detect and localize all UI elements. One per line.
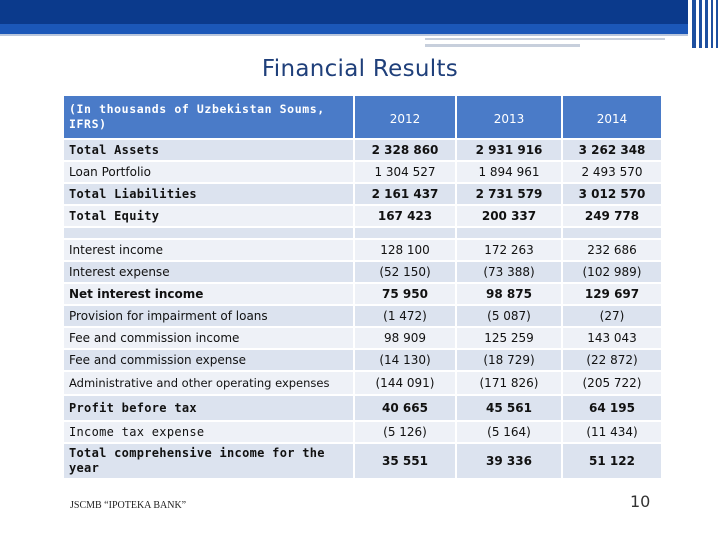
row-label: Interest income <box>64 239 355 262</box>
header-stripe <box>711 0 713 48</box>
year-header: 2014 <box>562 96 663 140</box>
row-value: 172 263 <box>456 239 563 262</box>
row-label: Provision for impairment of loans <box>64 305 355 328</box>
row-label: Total Equity <box>64 205 355 228</box>
row-value: 75 950 <box>354 283 457 306</box>
row-label: Loan Portfolio <box>64 161 355 184</box>
table-row: Income tax expense (5 126) (5 164) (11 4… <box>64 421 663 444</box>
row-value: 39 336 <box>456 443 563 480</box>
row-value: (22 872) <box>562 349 663 372</box>
row-value: (5 126) <box>354 421 457 444</box>
row-value: 232 686 <box>562 239 663 262</box>
row-label: Interest expense <box>64 261 355 284</box>
table-row: Net interest income 75 950 98 875 129 69… <box>64 283 663 306</box>
row-value: (14 130) <box>354 349 457 372</box>
row-label: Fee and commission income <box>64 327 355 350</box>
financial-results-table: (In thousands of Uzbekistan Soums, IFRS)… <box>64 96 663 480</box>
table-row: Total Assets 2 328 860 2 931 916 3 262 3… <box>64 139 663 162</box>
table-row: Total comprehensive income for the year … <box>64 443 663 480</box>
header-bar-light <box>0 34 688 36</box>
row-value: (52 150) <box>354 261 457 284</box>
table-row: Profit before tax 40 665 45 561 64 195 <box>64 395 663 422</box>
row-value: 35 551 <box>354 443 457 480</box>
row-value: (1 472) <box>354 305 457 328</box>
row-value: 45 561 <box>456 395 563 422</box>
row-value: (144 091) <box>354 371 457 396</box>
row-value: 143 043 <box>562 327 663 350</box>
table-row: Interest income 128 100 172 263 232 686 <box>64 239 663 262</box>
table-row: Total Liabilities 2 161 437 2 731 579 3 … <box>64 183 663 206</box>
year-header: 2012 <box>354 96 457 140</box>
table-row: Provision for impairment of loans (1 472… <box>64 305 663 328</box>
row-value: 51 122 <box>562 443 663 480</box>
table-header-label: (In thousands of Uzbekistan Soums, IFRS) <box>64 96 355 140</box>
table-row: Loan Portfolio 1 304 527 1 894 961 2 493… <box>64 161 663 184</box>
header-bar-dark <box>0 0 688 24</box>
row-value: 3 262 348 <box>562 139 663 162</box>
spacer-cell <box>354 227 457 240</box>
row-value: 249 778 <box>562 205 663 228</box>
row-label: Fee and commission expense <box>64 349 355 372</box>
row-label: Administrative and other operating expen… <box>64 371 355 396</box>
header-underline <box>425 44 580 47</box>
table-header-row: (In thousands of Uzbekistan Soums, IFRS)… <box>64 96 663 140</box>
header-bar-mid <box>0 24 688 34</box>
row-value: (205 722) <box>562 371 663 396</box>
row-value: 98 909 <box>354 327 457 350</box>
row-value: (18 729) <box>456 349 563 372</box>
header-stripe <box>699 0 702 48</box>
row-value: 40 665 <box>354 395 457 422</box>
row-value: 2 328 860 <box>354 139 457 162</box>
table-row: Total Equity 167 423 200 337 249 778 <box>64 205 663 228</box>
row-value: 3 012 570 <box>562 183 663 206</box>
row-value: 98 875 <box>456 283 563 306</box>
row-label: Total Assets <box>64 139 355 162</box>
row-value: 129 697 <box>562 283 663 306</box>
row-value: 128 100 <box>354 239 457 262</box>
row-value: (171 826) <box>456 371 563 396</box>
header-stripe <box>716 0 718 48</box>
row-value: 2 931 916 <box>456 139 563 162</box>
row-value: 1 894 961 <box>456 161 563 184</box>
table-row: Fee and commission expense (14 130) (18 … <box>64 349 663 372</box>
row-value: (5 087) <box>456 305 563 328</box>
row-label: Income tax expense <box>64 421 355 444</box>
row-value: 64 195 <box>562 395 663 422</box>
row-value: 2 493 570 <box>562 161 663 184</box>
row-label: Total Liabilities <box>64 183 355 206</box>
row-value: 2 731 579 <box>456 183 563 206</box>
footer-company-name: JSCMB “IPOTEKA BANK” <box>70 500 187 511</box>
row-label: Profit before tax <box>64 395 355 422</box>
header-stripe <box>705 0 708 48</box>
header-underline <box>425 38 665 40</box>
table-row: Interest expense (52 150) (73 388) (102 … <box>64 261 663 284</box>
row-value: 125 259 <box>456 327 563 350</box>
spacer-cell <box>64 227 355 240</box>
row-value: (11 434) <box>562 421 663 444</box>
spacer-cell <box>456 227 563 240</box>
table-row: Fee and commission income 98 909 125 259… <box>64 327 663 350</box>
row-value: 1 304 527 <box>354 161 457 184</box>
row-value: (5 164) <box>456 421 563 444</box>
row-value: (27) <box>562 305 663 328</box>
row-value: 200 337 <box>456 205 563 228</box>
table-row: Administrative and other operating expen… <box>64 371 663 396</box>
row-label: Net interest income <box>64 283 355 306</box>
row-value: 167 423 <box>354 205 457 228</box>
page-number: 10 <box>630 492 651 511</box>
year-header: 2013 <box>456 96 563 140</box>
table-spacer-row <box>64 227 663 240</box>
header-stripe <box>692 0 696 48</box>
row-value: (102 989) <box>562 261 663 284</box>
page-title: Financial Results <box>261 56 459 82</box>
row-label: Total comprehensive income for the year <box>64 443 355 480</box>
spacer-cell <box>562 227 663 240</box>
row-value: 2 161 437 <box>354 183 457 206</box>
header-decoration <box>0 0 720 48</box>
row-value: (73 388) <box>456 261 563 284</box>
